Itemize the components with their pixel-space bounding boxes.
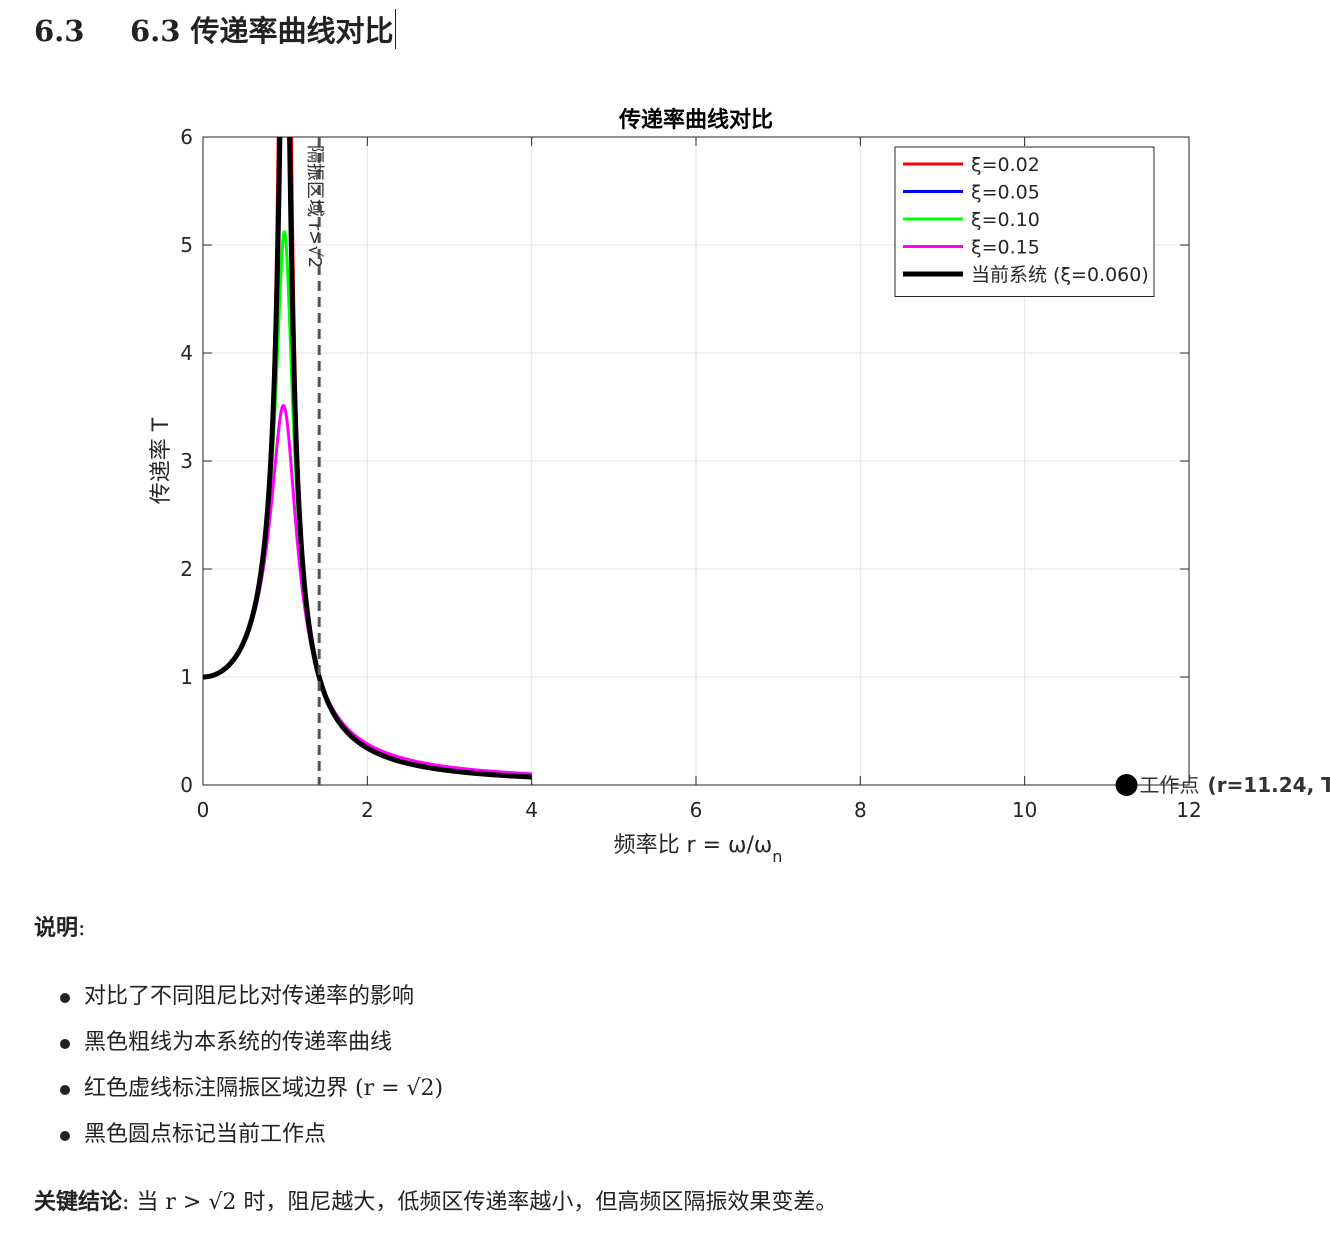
x-tick-label: 2 xyxy=(361,798,374,822)
x-axis-label: 频率比 r = ω/ωn xyxy=(614,833,783,866)
x-axis-label-main: 频率比 r = ω/ω xyxy=(614,833,773,858)
notes-colon: : xyxy=(78,916,86,941)
operating-point-label-text: 工作点 xyxy=(1140,773,1200,797)
y-tick-label: 5 xyxy=(180,233,193,257)
isolation-boundary: 隔振区域 r>√2 xyxy=(304,137,325,785)
conclusion-label: 关键结论 xyxy=(34,1189,123,1215)
y-tick-label: 2 xyxy=(180,557,193,581)
conclusion: 关键结论: 当 r > √2 时，阻尼越大，低频区传递率越小，但高频区隔振效果变… xyxy=(34,1184,837,1216)
notes-list: 对比了不同阻尼比对传递率的影响 黑色粗线为本系统的传递率曲线 红色虚线标注隔振区域边… xyxy=(59,982,443,1166)
legend-label: ξ=0.05 xyxy=(971,182,1040,204)
y-tick-label: 3 xyxy=(180,449,193,473)
x-tick-label: 0 xyxy=(197,798,210,822)
chart-title: 传递率曲线对比 xyxy=(618,107,773,133)
legend: ξ=0.02 ξ=0.05 ξ=0.10 ξ=0.15 当前系统 (ξ=0.060) xyxy=(894,146,1155,297)
curves xyxy=(203,137,534,780)
y-tick-label: 1 xyxy=(180,665,193,689)
legend-label: ξ=0.15 xyxy=(971,237,1040,259)
operating-point: 工作点 (r=11.24, T xyxy=(1115,773,1330,797)
x-tick-label: 8 xyxy=(854,798,867,822)
section-heading: 6.3 6.3 传递率曲线对比 xyxy=(34,8,396,50)
note-item: 黑色粗线为本系统的传递率曲线 xyxy=(59,1028,443,1074)
y-tick-label: 0 xyxy=(180,773,193,797)
y-tick-label: 6 xyxy=(180,125,193,149)
x-tick-label: 12 xyxy=(1176,798,1201,822)
note-item: 红色虚线标注隔振区域边界 (r = √2) xyxy=(59,1074,443,1120)
legend-label: ξ=0.02 xyxy=(971,154,1040,176)
series-line xyxy=(203,137,534,780)
legend-label: ξ=0.10 xyxy=(971,209,1040,231)
note-item: 黑色圆点标记当前工作点 xyxy=(59,1120,443,1166)
x-tick-label: 10 xyxy=(1012,798,1037,822)
x-axis-label-subscript: n xyxy=(772,847,782,866)
operating-point-label: 工作点 (r=11.24, T xyxy=(1140,773,1330,797)
note-item: 对比了不同阻尼比对传递率的影响 xyxy=(59,982,443,1028)
conclusion-text: : 当 r > √2 时，阻尼越大，低频区传递率越小，但高频区隔振效果变差。 xyxy=(122,1190,838,1215)
y-axis-label: 传递率 T xyxy=(149,417,174,504)
text-cursor xyxy=(394,9,396,49)
x-tick-label: 4 xyxy=(525,798,538,822)
y-tick-label: 4 xyxy=(180,341,193,365)
x-tick-label: 6 xyxy=(690,798,703,822)
notes-label: 说明 xyxy=(34,915,79,941)
section-number: 6.3 xyxy=(34,14,85,48)
legend-label: 当前系统 (ξ=0.060) xyxy=(971,264,1149,286)
notes-section: 说明: 对比了不同阻尼比对传递率的影响 黑色粗线为本系统的传递率曲线 红色虚线标注隔… xyxy=(34,910,1314,1147)
operating-point-value: (r=11.24, T xyxy=(1208,773,1330,797)
operating-point-dot xyxy=(1115,774,1138,796)
section-title: 6.3 传递率曲线对比 xyxy=(130,14,394,48)
boundary-label: 隔振区域 r>√2 xyxy=(304,145,325,268)
